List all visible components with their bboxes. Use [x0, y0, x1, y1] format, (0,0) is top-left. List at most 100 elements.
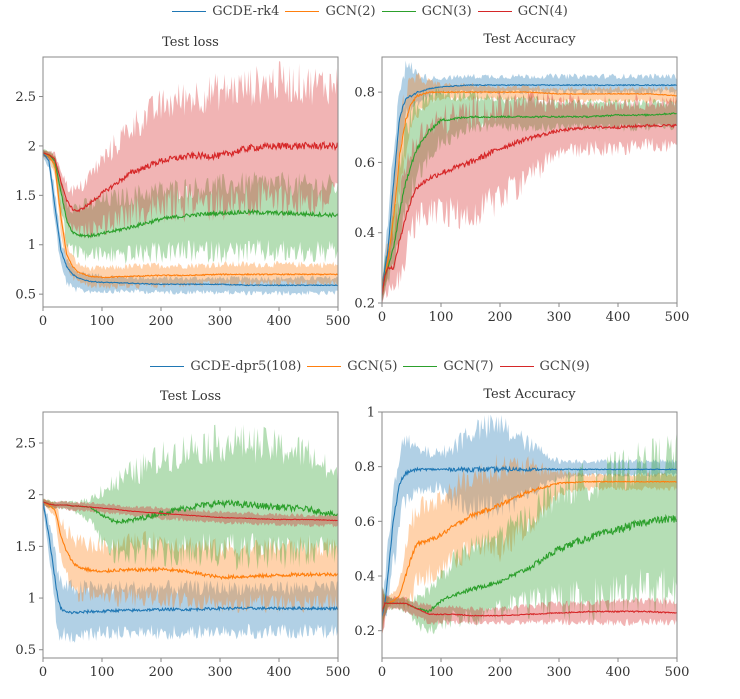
line-gcn-5- [43, 501, 338, 581]
legend-swatch [307, 366, 342, 367]
line-gcde-rk4 [43, 152, 338, 287]
x-tick-label: 300 [208, 665, 233, 680]
y-tick-label: 0.6 [354, 515, 375, 530]
band-gcn-4- [43, 61, 338, 240]
plot-area [382, 414, 677, 637]
y-tick-label: 1 [367, 406, 375, 421]
y-tick-label: 0.4 [354, 570, 375, 585]
chart-title: Test Accuracy [483, 32, 576, 47]
x-tick-label: 300 [547, 665, 572, 680]
chart-title: Test Loss [160, 389, 221, 404]
axes-frame [42, 411, 339, 659]
band-gcn-3- [382, 85, 677, 303]
x-tick-label: 200 [149, 665, 174, 680]
legend-label: GCN(7) [443, 359, 494, 374]
band-gcn-9- [382, 588, 677, 636]
band-gcn-3- [43, 149, 338, 265]
legend-swatch [285, 11, 320, 12]
legend-bottom: GCDE-dpr5(108) GCN(5) GCN(7) GCN(9) [0, 359, 740, 374]
x-tick-label: 0 [378, 665, 386, 680]
y-tick-label: 1 [28, 592, 36, 607]
plot-area [43, 61, 338, 296]
y-tick-label: 1 [28, 238, 36, 253]
line-gcn-9- [382, 602, 677, 617]
axes-frame [381, 411, 678, 659]
y-tick-label: 0.2 [354, 624, 375, 639]
y-tick-label: 1.5 [15, 189, 36, 204]
x-tick-label: 400 [267, 665, 292, 680]
legend-label: GCN(3) [421, 4, 472, 19]
legend-swatch [381, 11, 416, 12]
x-tick-label: 0 [39, 314, 47, 329]
band-gcn-2- [382, 72, 677, 303]
x-tick-label: 300 [208, 314, 233, 329]
legend-item-gcn7: GCN(7) [403, 359, 494, 374]
legend-swatch [403, 366, 438, 367]
line-gcde-dpr5-108- [43, 501, 338, 615]
legend-item-gcn3: GCN(3) [381, 4, 472, 19]
x-tick-label: 500 [326, 665, 351, 680]
x-tick-label: 300 [547, 310, 572, 325]
legend-swatch [499, 366, 534, 367]
legend-swatch [477, 11, 512, 12]
legend-item-gcn4: GCN(4) [477, 4, 568, 19]
line-gcn-9- [43, 501, 338, 522]
legend-item-gcde-rk4: GCDE-rk4 [172, 4, 279, 19]
line-gcn-2- [382, 90, 677, 296]
y-tick-label: 0.8 [354, 460, 375, 475]
y-tick-label: 2.5 [15, 90, 36, 105]
y-tick-label: 2 [28, 139, 36, 154]
line-gcn-7- [43, 499, 338, 525]
line-gcn-5- [382, 480, 677, 613]
x-tick-label: 200 [488, 665, 513, 680]
chart-panel-0: Test loss 0 100 200 300 400 500 0.5 1 1.5 2 2.5 [15, 35, 350, 329]
y-tick-label: 0.8 [354, 86, 375, 101]
plot-area [382, 60, 677, 303]
x-tick-label: 100 [90, 314, 115, 329]
x-tick-label: 0 [39, 665, 47, 680]
line-gcn-2- [43, 152, 338, 279]
legend-item-gcn5: GCN(5) [307, 359, 397, 374]
x-tick-label: 200 [488, 310, 513, 325]
x-tick-label: 500 [665, 310, 690, 325]
legend-swatch [172, 11, 207, 12]
band-gcde-dpr5-108- [382, 414, 677, 631]
band-gcn-5- [382, 453, 677, 637]
plot-area [43, 424, 338, 643]
line-gcn-4- [382, 123, 677, 296]
legend-label: GCN(4) [517, 4, 568, 19]
legend-item-gcn2: GCN(2) [285, 4, 376, 19]
band-gcde-rk4 [43, 149, 338, 296]
y-tick-label: 1.5 [15, 540, 36, 555]
y-tick-label: 0.5 [15, 288, 36, 303]
x-tick-label: 400 [606, 665, 631, 680]
y-tick-label: 2 [28, 488, 36, 503]
x-tick-label: 500 [665, 665, 690, 680]
line-gcde-rk4 [382, 83, 677, 296]
x-tick-label: 200 [149, 314, 174, 329]
legend-item-gcde-dpr5: GCDE-dpr5(108) [150, 359, 301, 374]
x-tick-label: 0 [378, 310, 386, 325]
chart-panel-3: Test Accuracy 0 100 200 300 400 500 0.2 0.4 0.6 0.… [354, 387, 689, 680]
y-tick-label: 0.5 [15, 643, 36, 658]
legend-label: GCN(9) [539, 359, 590, 374]
legend-label: GCN(5) [347, 359, 398, 374]
band-gcn-4- [382, 90, 677, 303]
legend-label: GCDE-rk4 [212, 4, 280, 19]
line-gcde-dpr5-108- [382, 465, 677, 617]
legend-label: GCN(2) [325, 4, 376, 19]
x-tick-label: 100 [90, 665, 115, 680]
y-tick-label: 0.6 [354, 156, 375, 171]
axes-frame [381, 56, 678, 304]
chart-panel-1: Test Accuracy 0 100 200 300 400 500 0.2 0.4 0.6 0.… [354, 32, 689, 325]
chart-title: Test loss [162, 35, 219, 50]
line-gcn-3- [382, 112, 677, 296]
x-tick-label: 400 [606, 310, 631, 325]
x-tick-label: 500 [326, 314, 351, 329]
band-gcn-9- [43, 499, 338, 528]
y-tick-label: 0.4 [354, 226, 375, 241]
chart-title: Test Accuracy [483, 387, 576, 402]
axes-frame [42, 56, 339, 308]
x-tick-label: 100 [429, 310, 454, 325]
